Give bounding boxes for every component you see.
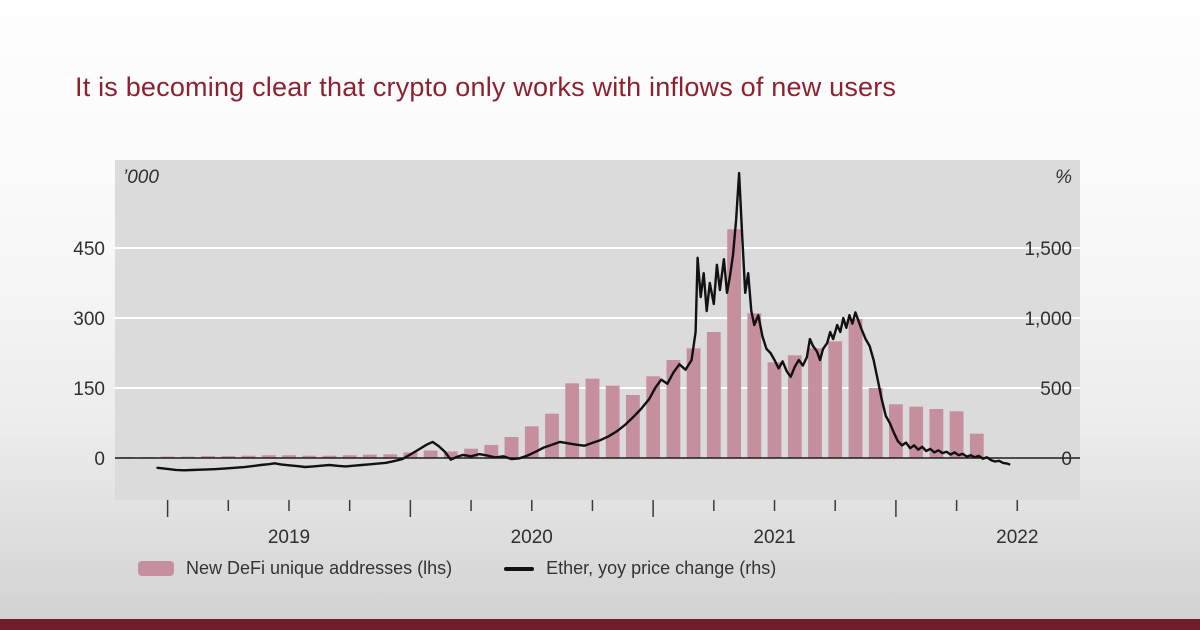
- left-tick-label-300: 300: [73, 309, 105, 330]
- right-tick-label-500: 500: [1040, 379, 1072, 400]
- ether-yoy-line: [156, 171, 1011, 472]
- bar-2019-03: [201, 456, 215, 458]
- bar-2021-05: [727, 229, 741, 458]
- bar-2019-09: [322, 455, 337, 458]
- bar-2020-06: [504, 437, 519, 458]
- bar-2019-08: [302, 455, 317, 458]
- bar-2021-09: [808, 348, 822, 458]
- bar-2019-06: [261, 455, 276, 458]
- bar-2021-06: [747, 313, 762, 458]
- bar-2020-04: [464, 448, 478, 458]
- bar-2021-10: [828, 341, 843, 458]
- bar-2019-05: [241, 455, 256, 458]
- bar-2021-01: [646, 376, 661, 458]
- bar-2021-02: [666, 360, 681, 458]
- slide-title: It is becoming clear that crypto only wo…: [75, 72, 897, 102]
- bar-2020-09: [565, 383, 580, 458]
- bar-2021-03: [686, 348, 701, 458]
- bar-2020-03: [443, 451, 458, 458]
- bar-2021-11: [848, 318, 863, 458]
- year-label-2019: 2019: [268, 527, 310, 548]
- bar-2022-03: [929, 409, 944, 458]
- bar-2019-04: [221, 456, 236, 458]
- bar-2020-02: [423, 450, 438, 458]
- legend-item-line: Ether, yoy price change (rhs): [504, 558, 776, 579]
- bar-2020-12: [626, 395, 640, 458]
- bar-2019-07: [282, 455, 296, 458]
- bar-2022-05: [969, 433, 984, 458]
- bar-2020-11: [605, 385, 620, 458]
- bar-2021-04: [706, 332, 721, 458]
- bar-2020-08: [545, 413, 559, 458]
- line-series-swatch: [504, 566, 535, 571]
- bar-2022-02: [909, 406, 924, 458]
- left-tick-label-450: 450: [73, 239, 105, 260]
- year-label-2021: 2021: [753, 527, 795, 548]
- legend-label-bars: New DeFi unique addresses (lhs): [186, 558, 453, 578]
- bar-2020-10: [585, 378, 600, 458]
- right-tick-label-1000: 1,000: [1024, 309, 1072, 330]
- footer-accent-bar: [0, 619, 1200, 630]
- bar-2021-08: [787, 355, 802, 458]
- legend-item-bars: New DeFi unique addresses (lhs): [138, 558, 452, 579]
- bar-series-swatch: [138, 561, 174, 576]
- bar-2022-04: [949, 411, 964, 458]
- right-tick-label-1500: 1,500: [1024, 239, 1072, 260]
- bar-2019-10: [342, 455, 357, 458]
- chart-legend: New DeFi unique addresses (lhs) Ether, y…: [138, 558, 776, 579]
- bar-2019-12: [383, 454, 398, 458]
- left-tick-label-0: 0: [94, 449, 105, 470]
- bar-2021-12: [868, 388, 883, 458]
- left-tick-label-150: 150: [73, 379, 105, 400]
- bar-2020-07: [524, 426, 539, 458]
- bar-2019-11: [363, 454, 377, 458]
- bar-2021-07: [767, 362, 782, 458]
- bar-2022-01: [889, 404, 903, 458]
- right-axis-unit-label: %: [1055, 167, 1072, 188]
- right-tick-label-0: 0: [1061, 449, 1072, 470]
- legend-label-line: Ether, yoy price change (rhs): [546, 558, 777, 578]
- year-label-2020: 2020: [511, 527, 553, 548]
- year-label-2022: 2022: [996, 527, 1038, 548]
- left-axis-unit-label: ’000: [123, 167, 159, 188]
